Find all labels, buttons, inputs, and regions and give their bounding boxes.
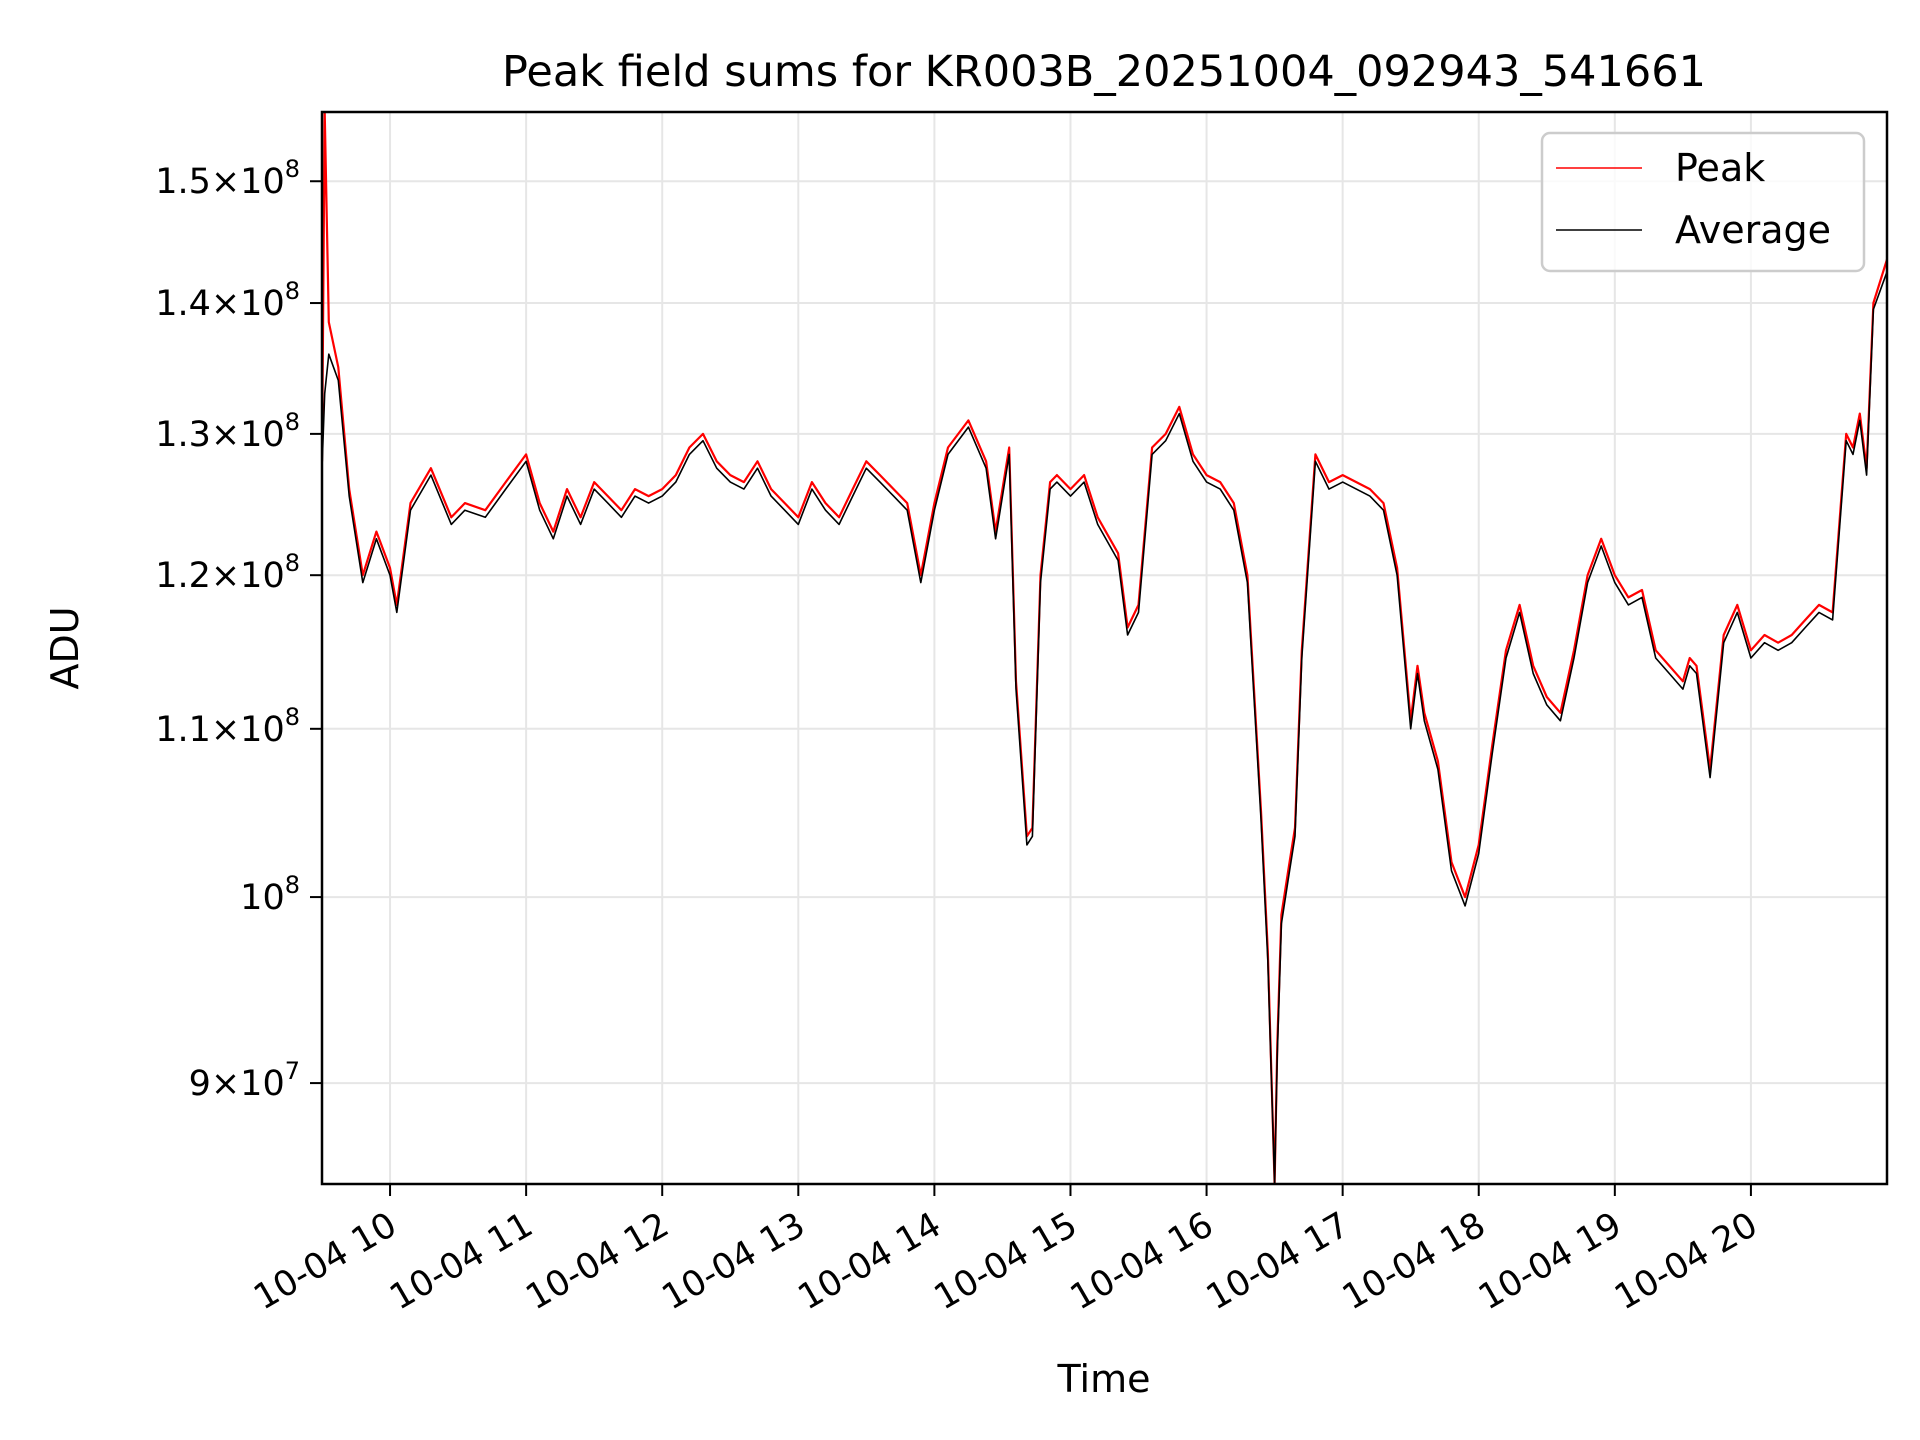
plot-frame: [320, 110, 1889, 1186]
y-tick-label: 1.3×108: [155, 408, 300, 455]
series-line-average: [322, 271, 1887, 1184]
y-tick-label: 1.2×108: [155, 549, 300, 596]
legend-label-average: Average: [1675, 208, 1831, 252]
y-tick-label: 1.1×108: [155, 703, 300, 750]
x-axis-label: Time: [1057, 1357, 1151, 1401]
y-tick-label: 1.5×108: [155, 155, 300, 202]
y-tick-label: 108: [240, 871, 300, 918]
series: [322, 112, 1887, 1184]
legend-label-peak: Peak: [1675, 146, 1765, 190]
chart-title: Peak field sums for KR003B_20251004_0929…: [502, 47, 1706, 97]
y-axis-label: ADU: [43, 606, 87, 689]
y-tick-label: 9×107: [189, 1057, 300, 1104]
legend: Peak Average: [1540, 131, 1866, 273]
y-tick-label: 1.4×108: [155, 277, 300, 324]
